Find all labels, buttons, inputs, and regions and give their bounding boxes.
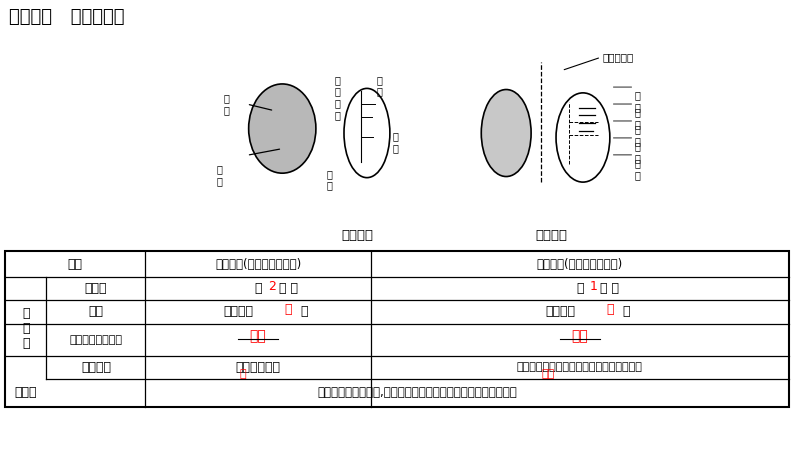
Ellipse shape (556, 93, 610, 182)
Text: 胚
乳: 胚 乳 (634, 91, 640, 112)
Text: ＿: ＿ (576, 282, 584, 295)
Text: 子
叶: 子 叶 (392, 131, 398, 153)
Text: 胚
芽: 胚 芽 (634, 124, 640, 146)
Text: 大多数＿: 大多数＿ (545, 305, 575, 318)
Text: 将胚乳内的有机物转运给胚芽、胚轴、胚根: 将胚乳内的有机物转运给胚芽、胚轴、胚根 (517, 362, 642, 372)
Text: 胚
芽: 胚 芽 (376, 75, 383, 97)
Text: ＿: ＿ (254, 282, 262, 295)
Text: 菜豆种子(双子叶植物种子): 菜豆种子(双子叶植物种子) (215, 258, 301, 271)
Text: 种
皮: 种 皮 (224, 93, 229, 115)
Text: 胚: 胚 (239, 370, 245, 379)
Ellipse shape (249, 84, 316, 173)
Text: 相同点: 相同点 (14, 386, 37, 399)
Text: ＿: ＿ (622, 305, 630, 318)
Text: 菜豆种子: 菜豆种子 (341, 229, 373, 242)
Text: 胚乳: 胚乳 (572, 329, 588, 343)
Text: 种
皮: 种 皮 (327, 169, 333, 190)
Text: 子叶功能: 子叶功能 (81, 361, 111, 374)
Text: 有: 有 (606, 303, 614, 316)
Ellipse shape (344, 88, 390, 178)
Text: 子叶: 子叶 (542, 370, 555, 379)
Text: 无: 无 (284, 303, 292, 316)
Text: 2: 2 (268, 280, 276, 293)
Text: 1: 1 (590, 280, 598, 293)
Text: 胚乳: 胚乳 (88, 305, 103, 318)
Bar (6, 251, 788, 406)
Text: 种子: 种子 (67, 258, 83, 271)
Ellipse shape (481, 89, 531, 176)
Text: ＿ 片: ＿ 片 (279, 282, 298, 295)
Text: 都有种皮和＿＿＿＿,胚都由＿＿＿＿＿、胚芽、胚轴和胚根组成: 都有种皮和＿＿＿＿,胚都由＿＿＿＿＿、胚芽、胚轴和胚根组成 (318, 386, 518, 399)
Text: 胚
根: 胚 根 (634, 158, 640, 180)
Text: 营养物质贮存部位: 营养物质贮存部位 (69, 335, 122, 345)
Text: 知识点二   种子的结构: 知识点二 种子的结构 (10, 8, 125, 26)
Text: 子叶: 子叶 (250, 329, 267, 343)
Text: 子叶数: 子叶数 (85, 282, 107, 295)
Text: 玉米种子: 玉米种子 (535, 229, 567, 242)
Text: 种
脐: 种 脐 (216, 164, 222, 186)
Text: 玉米种子(单子叶植物种子): 玉米种子(单子叶植物种子) (537, 258, 623, 271)
Text: 贮存营养物质: 贮存营养物质 (236, 361, 280, 374)
Text: 胚
轴
胚
根: 胚 轴 胚 根 (335, 75, 341, 120)
Text: 子
叶: 子 叶 (634, 108, 640, 129)
Text: ＿ 片: ＿ 片 (600, 282, 619, 295)
Text: 胚
轴: 胚 轴 (634, 141, 640, 163)
Text: ＿: ＿ (300, 305, 308, 318)
Text: 不
同
点: 不 同 点 (22, 307, 29, 349)
Text: 大多数＿: 大多数＿ (223, 305, 253, 318)
Text: 果皮和种皮: 果皮和种皮 (603, 52, 634, 62)
